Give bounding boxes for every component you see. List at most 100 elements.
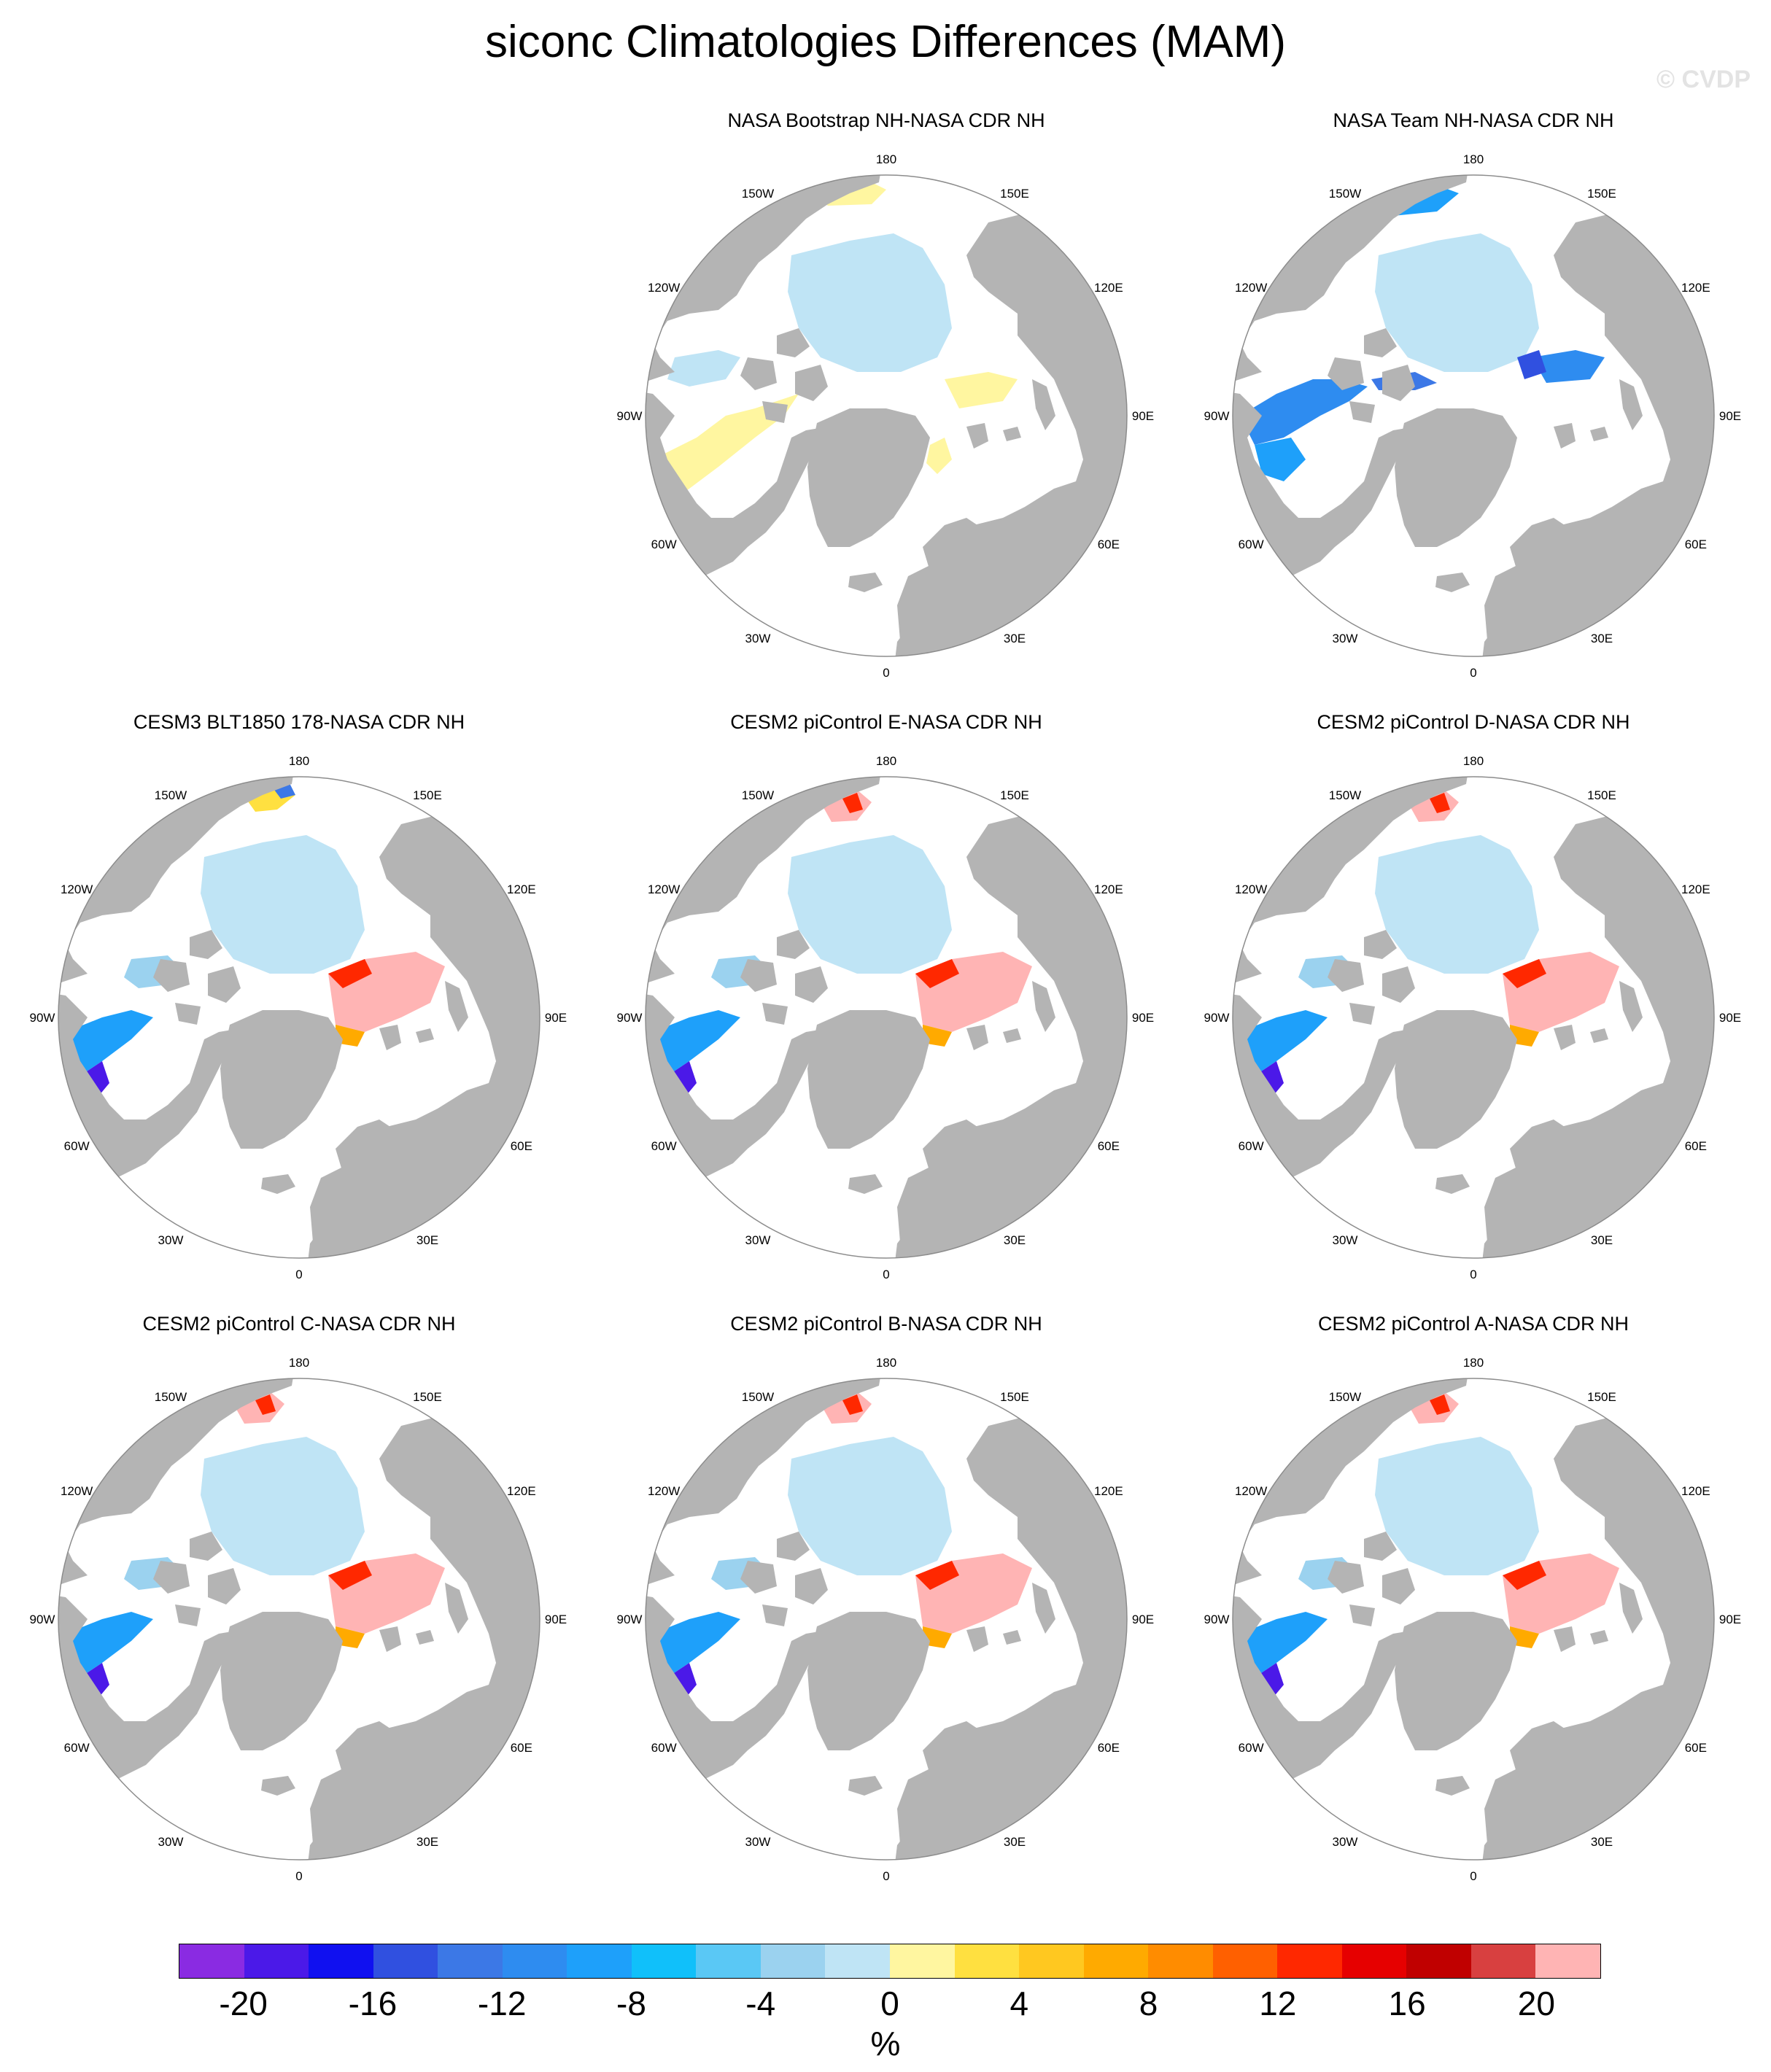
land-mass bbox=[1032, 379, 1055, 430]
longitude-label: 90E bbox=[1132, 409, 1154, 423]
land-mass bbox=[379, 1626, 401, 1652]
longitude-label: 30E bbox=[1004, 1233, 1026, 1247]
land-mass bbox=[1032, 1583, 1055, 1634]
land-mass bbox=[795, 1568, 828, 1605]
ice-difference-region bbox=[1503, 1561, 1546, 1590]
map-body bbox=[58, 777, 540, 1258]
panel-title: NASA Bootstrap NH-NASA CDR NH bbox=[727, 109, 1045, 131]
colorbar-swatch bbox=[825, 1944, 891, 1979]
land-mass bbox=[1435, 1174, 1470, 1194]
land-mass bbox=[1510, 518, 1583, 627]
longitude-label: 0 bbox=[883, 1869, 889, 1883]
land-mass bbox=[895, 627, 915, 656]
longitude-label: 0 bbox=[883, 666, 889, 680]
map-boundary bbox=[58, 776, 540, 1259]
central-arctic-zero bbox=[1375, 835, 1539, 974]
longitude-label: 60W bbox=[1239, 1139, 1264, 1153]
map-body bbox=[646, 175, 1127, 656]
colorbar-swatch bbox=[567, 1944, 632, 1979]
land-mass bbox=[1349, 1605, 1375, 1626]
map-body bbox=[1233, 1378, 1714, 1860]
land-mass bbox=[1435, 1776, 1470, 1796]
land-mass bbox=[777, 1532, 810, 1561]
longitude-label: 60E bbox=[1685, 1741, 1707, 1755]
land-mass bbox=[795, 966, 828, 1003]
longitude-label: 90W bbox=[1204, 409, 1230, 423]
longitude-label: 90E bbox=[1719, 1613, 1741, 1626]
land-mass bbox=[208, 1568, 241, 1605]
colorbar bbox=[179, 1944, 1602, 1979]
longitude-label: 30E bbox=[1004, 1835, 1026, 1849]
land-mass bbox=[379, 1025, 401, 1050]
longitude-label: 150W bbox=[1329, 788, 1361, 802]
longitude-label: 60W bbox=[64, 1741, 90, 1755]
longitude-label: 60E bbox=[511, 1741, 532, 1755]
colorbar-swatch bbox=[1341, 1944, 1407, 1979]
colorbar-swatch bbox=[1406, 1944, 1471, 1979]
colorbar-tick-label: 12 bbox=[1259, 1984, 1297, 2022]
ice-difference-region bbox=[653, 394, 799, 503]
panel-title: CESM2 piControl E-NASA CDR NH bbox=[730, 711, 1042, 733]
land-mass bbox=[190, 1532, 222, 1561]
longitude-label: 120W bbox=[1235, 281, 1267, 295]
longitude-label: 120E bbox=[1094, 1484, 1123, 1498]
colorbar-swatch bbox=[1212, 1944, 1278, 1979]
longitude-label: 120E bbox=[1681, 281, 1710, 295]
colorbar-swatch bbox=[1535, 1944, 1602, 1979]
land-mass bbox=[416, 1028, 434, 1043]
longitude-label: 120W bbox=[61, 882, 93, 896]
land-mass bbox=[1590, 427, 1608, 441]
colorbar-tick-label: 16 bbox=[1388, 1984, 1426, 2022]
longitude-label: 120W bbox=[61, 1484, 93, 1498]
ice-difference-region bbox=[1430, 1394, 1450, 1415]
land-mass bbox=[1590, 1028, 1608, 1043]
land-mass bbox=[1364, 1532, 1397, 1561]
longitude-label: 60W bbox=[651, 1741, 677, 1755]
longitude-label: 90W bbox=[617, 1011, 643, 1025]
central-arctic-zero bbox=[1375, 233, 1539, 372]
longitude-label: 90E bbox=[1719, 1011, 1741, 1025]
ice-difference-region bbox=[945, 372, 1018, 408]
map-boundary bbox=[645, 174, 1128, 657]
longitude-label: 60W bbox=[651, 1139, 677, 1153]
longitude-label: 120E bbox=[1094, 882, 1123, 896]
ice-difference-region bbox=[66, 1612, 153, 1677]
ice-difference-region bbox=[653, 1010, 740, 1076]
longitude-label: 150E bbox=[413, 1390, 442, 1404]
map-boundary bbox=[645, 776, 1128, 1259]
longitude-label: 120E bbox=[1094, 281, 1123, 295]
longitude-label: 30W bbox=[745, 1835, 771, 1849]
map-body bbox=[1233, 175, 1714, 656]
land-mass bbox=[777, 930, 810, 959]
longitude-label: 150W bbox=[742, 187, 774, 201]
land-mass bbox=[807, 1612, 930, 1750]
longitude-label: 90E bbox=[1719, 409, 1741, 423]
panel-title: CESM2 piControl C-NASA CDR NH bbox=[142, 1313, 456, 1335]
longitude-label: 60E bbox=[1098, 1139, 1120, 1153]
land-mass bbox=[1382, 966, 1415, 1003]
colorbar-swatch bbox=[1277, 1944, 1342, 1979]
map-panel: NASA Team NH-NASA CDR NH 180 150E 120E 90E 6… bbox=[1196, 109, 1751, 693]
land-mass bbox=[445, 1583, 468, 1634]
land-mass bbox=[1619, 981, 1643, 1032]
ice-difference-region bbox=[915, 959, 959, 988]
land-mass bbox=[1382, 1568, 1415, 1605]
land-mass bbox=[1619, 1583, 1643, 1634]
central-arctic-zero bbox=[788, 1437, 952, 1575]
longitude-label: 150W bbox=[1329, 1390, 1361, 1404]
panel-title: CESM2 piControl A-NASA CDR NH bbox=[1317, 1313, 1629, 1335]
map-panel: NASA Bootstrap NH-NASA CDR NH 180 150E 120… bbox=[609, 109, 1163, 693]
longitude-label: 30E bbox=[1004, 632, 1026, 645]
panel-title: CESM2 piControl B-NASA CDR NH bbox=[730, 1313, 1042, 1335]
map-panel: CESM2 piControl D-NASA CDR NH 180 150E 120… bbox=[1196, 711, 1751, 1295]
ice-difference-region bbox=[667, 350, 740, 387]
ice-difference-region bbox=[1430, 793, 1450, 813]
land-mass bbox=[762, 401, 788, 423]
longitude-label: 60W bbox=[64, 1139, 90, 1153]
ice-difference-region bbox=[1510, 1025, 1539, 1047]
colorbar-tick-label: -12 bbox=[477, 1984, 527, 2022]
longitude-label: 120E bbox=[1681, 1484, 1710, 1498]
land-mass bbox=[1395, 1612, 1517, 1750]
longitude-label: 30E bbox=[416, 1835, 438, 1849]
ice-difference-region bbox=[1503, 959, 1546, 988]
